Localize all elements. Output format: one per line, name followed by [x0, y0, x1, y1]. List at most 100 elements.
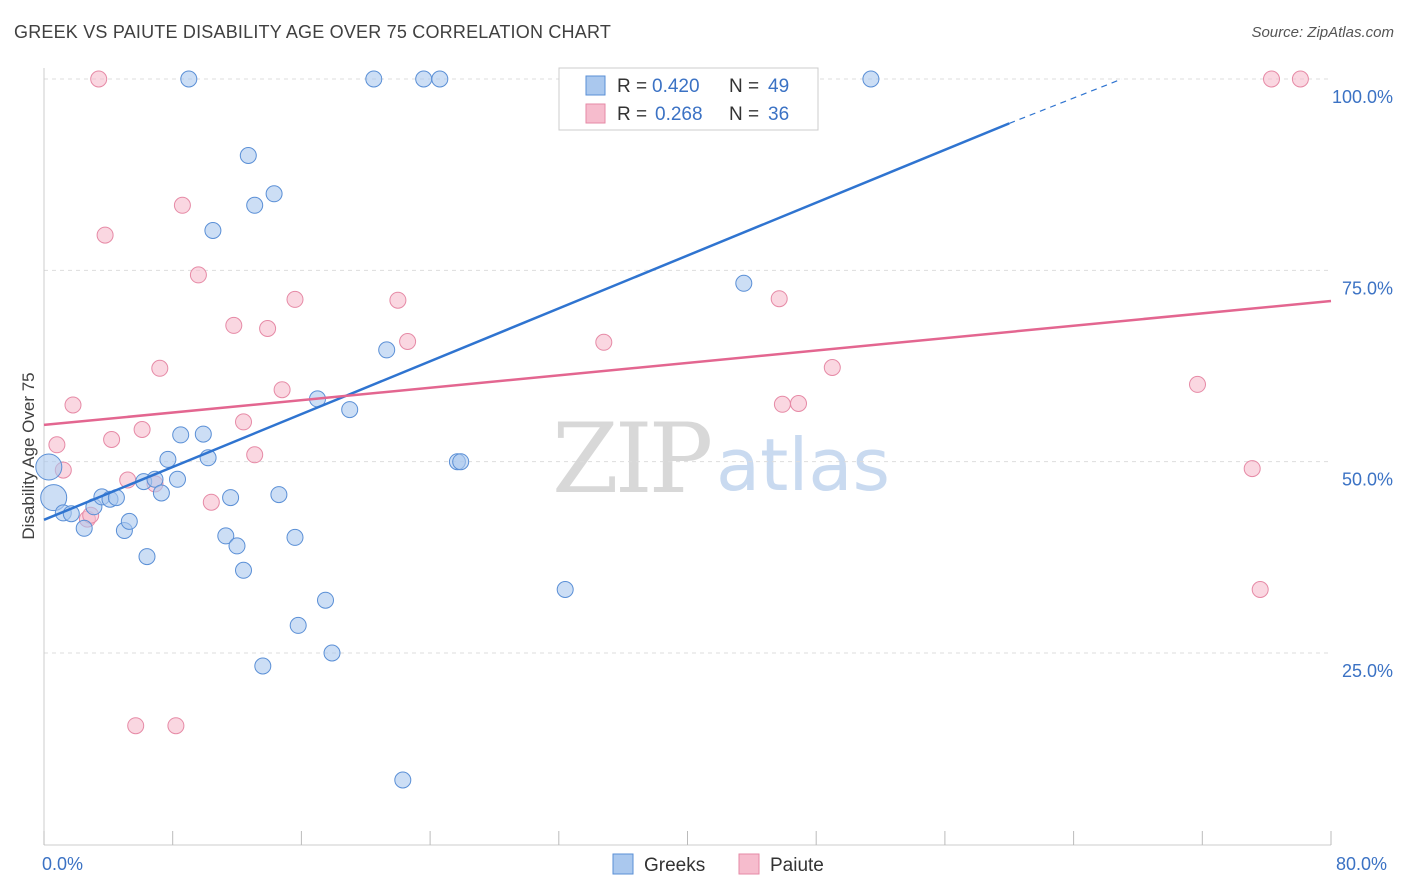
greek-point-47	[862, 70, 880, 88]
paiute-point-6	[96, 226, 114, 244]
paiute-points	[48, 70, 1309, 735]
legend-greeks-r-label: R =	[617, 76, 647, 97]
paiute-point-24	[399, 333, 417, 350]
greek-point-31	[286, 528, 304, 546]
y-axis-label: Disability Age Over 75	[19, 372, 38, 539]
y-tick-label-100: 100.0%	[1332, 87, 1393, 107]
greek-point-37	[365, 70, 383, 88]
legend-greeks-r-value: 0.420	[652, 76, 700, 97]
greek-point-24	[228, 537, 246, 555]
greek-point-27	[246, 196, 264, 214]
bottom-legend-label-greeks: Greeks	[644, 855, 705, 876]
paiute-point-34	[1291, 70, 1309, 88]
greek-point-0	[35, 453, 63, 481]
greek-point-39	[394, 771, 412, 789]
bottom-legend-swatch-paiute	[738, 853, 760, 875]
bottom-legend-swatch-greeks	[612, 853, 634, 875]
legend-paiute-n-label: N =	[729, 104, 759, 125]
greek-point-14	[152, 484, 170, 502]
paiute-point-13	[167, 717, 185, 735]
paiute-point-10	[127, 717, 145, 735]
greek-point-25	[235, 561, 252, 579]
x-tick-label-max: 80.0%	[1336, 854, 1387, 874]
paiute-point-27	[773, 395, 791, 413]
greek-point-12	[138, 548, 156, 566]
paiute-trendline	[43, 299, 1332, 427]
paiute-point-14	[173, 196, 191, 214]
greek-point-29	[265, 185, 283, 203]
paiute-point-7	[103, 431, 121, 448]
trendlines	[43, 78, 1332, 521]
legend-swatch-paiute	[585, 103, 606, 124]
paiute-point-18	[235, 413, 252, 431]
greek-point-26	[239, 147, 257, 164]
paiute-point-28	[790, 395, 807, 412]
paiute-point-30	[1189, 375, 1206, 393]
y-tick-label-75: 75.0%	[1342, 278, 1393, 298]
greek-point-34	[317, 591, 334, 609]
greek-point-1	[40, 484, 68, 512]
greek-point-17	[172, 426, 190, 444]
greek-point-21	[204, 222, 222, 239]
paiute-point-16	[202, 493, 220, 511]
greek-point-32	[289, 616, 307, 634]
paiute-point-5	[90, 70, 108, 88]
legend-swatch-greeks	[585, 75, 606, 96]
paiute-point-22	[286, 290, 304, 308]
greek-point-36	[341, 401, 359, 419]
legend-greeks-n-value: 49	[768, 76, 789, 97]
greek-point-46	[735, 274, 753, 292]
legend-paiute-n-value: 36	[768, 104, 789, 125]
paiute-point-26	[770, 290, 788, 308]
legend-paiute-r-value: 0.268	[655, 104, 703, 125]
paiute-point-25	[595, 333, 613, 351]
greek-point-15	[159, 450, 177, 468]
greek-point-38	[378, 341, 396, 359]
paiute-point-0	[48, 436, 66, 454]
paiute-point-31	[1243, 460, 1261, 478]
greek-point-22	[217, 527, 235, 545]
x-tick-label-min: 0.0%	[42, 854, 83, 874]
greeks-trendline	[43, 122, 1010, 521]
greek-point-28	[254, 657, 272, 675]
paiute-point-9	[133, 421, 151, 438]
legend-paiute-r-label: R =	[617, 104, 647, 125]
paiute-point-29	[823, 359, 841, 376]
greek-point-44	[556, 581, 574, 598]
bottom-legend: Greeks Paiute	[612, 853, 824, 876]
paiute-point-19	[246, 446, 264, 464]
top-legend: R = 0.420 N = 49 R = 0.268 N = 36	[558, 67, 819, 131]
watermark-atlas: atlas	[716, 423, 890, 507]
greek-point-30	[270, 486, 288, 504]
greek-points	[35, 70, 880, 789]
greek-point-10	[120, 512, 138, 530]
greek-point-19	[194, 425, 212, 443]
paiute-point-15	[189, 266, 207, 284]
greeks-trendline-extension	[1009, 78, 1123, 124]
y-tick-labels: 25.0% 50.0% 75.0% 100.0%	[1332, 87, 1393, 681]
watermark-zip: ZIP	[552, 403, 711, 515]
paiute-point-20	[259, 320, 277, 337]
greek-point-35	[323, 644, 341, 662]
y-tick-label-25: 25.0%	[1342, 661, 1393, 681]
watermark: ZIP atlas	[552, 403, 890, 515]
paiute-point-23	[389, 291, 407, 309]
greek-point-16	[169, 470, 186, 488]
greek-point-40	[415, 70, 433, 88]
greek-point-41	[431, 70, 449, 88]
greek-point-23	[222, 489, 240, 507]
legend-greeks-n-label: N =	[729, 76, 759, 97]
y-tick-label-50: 50.0%	[1342, 470, 1393, 490]
paiute-point-2	[64, 396, 82, 414]
paiute-point-12	[151, 359, 169, 377]
paiute-point-33	[1263, 70, 1280, 88]
paiute-point-21	[273, 381, 291, 399]
greek-point-4	[75, 519, 93, 537]
x-ticks	[43, 831, 1332, 845]
bottom-legend-label-paiute: Paiute	[770, 855, 824, 876]
paiute-point-32	[1251, 581, 1269, 598]
paiute-point-17	[225, 316, 243, 334]
greek-point-18	[180, 70, 198, 88]
greek-point-43	[452, 453, 470, 471]
